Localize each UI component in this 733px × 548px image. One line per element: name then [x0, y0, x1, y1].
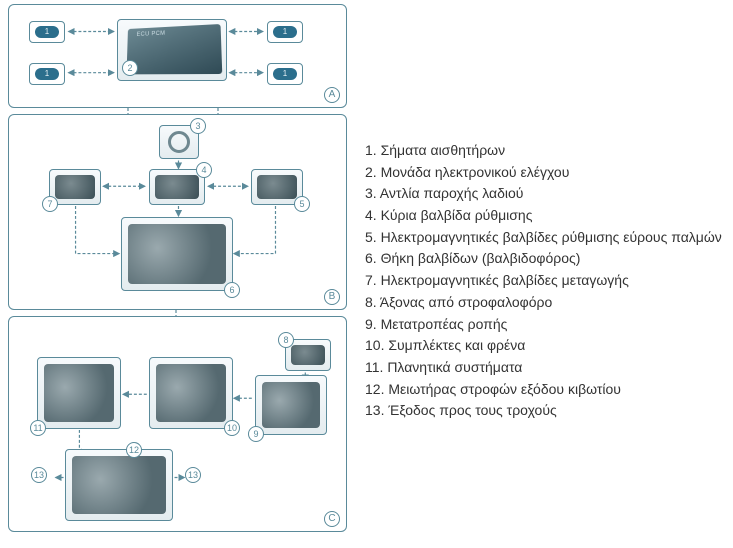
- main-valve-badge: 4: [196, 162, 212, 178]
- panel-b: B 3 4 5: [8, 114, 347, 310]
- legend-item: 2. Μονάδα ηλεκτρονικού ελέγχου: [365, 162, 723, 184]
- clutches-icon: [156, 364, 226, 422]
- sensor-badge: 1: [35, 68, 59, 80]
- sensor-box: 1: [267, 63, 303, 85]
- panel-c: C 8 9 10 11: [8, 316, 347, 532]
- ecu-top-label: ECU PCM: [137, 31, 166, 38]
- legend-item: 10. Συμπλέκτες και φρένα: [365, 335, 723, 357]
- torque-converter-icon: [262, 382, 320, 428]
- legend-item: 12. Μειωτήρας στροφών εξόδου κιβωτίου: [365, 379, 723, 401]
- main-valve-icon: [155, 175, 199, 199]
- legend-item: 1. Σήματα αισθητήρων: [365, 140, 723, 162]
- sensor-box: 1: [267, 21, 303, 43]
- sensor-badge: 1: [273, 26, 297, 38]
- clutches-badge: 10: [224, 420, 240, 436]
- panel-a-label: A: [324, 87, 340, 103]
- legend-item: 8. Άξονας από στροφαλοφόρο: [365, 292, 723, 314]
- legend-item: 5. Ηλεκτρομαγνητικές βαλβίδες ρύθμισης ε…: [365, 227, 723, 249]
- legend-item: 7. Ηλεκτρομαγνητικές βαλβίδες μεταγωγής: [365, 270, 723, 292]
- planetary-icon: [44, 364, 114, 422]
- oil-pump-badge: 3: [190, 118, 206, 134]
- legend-item: 13. Έξοδος προς τους τροχούς: [365, 400, 723, 422]
- output-left-badge: 13: [31, 467, 47, 483]
- valve-body-badge: 6: [224, 282, 240, 298]
- reducer-icon: [72, 456, 166, 514]
- legend: 1. Σήματα αισθητήρων 2. Μονάδα ηλεκτρονι…: [355, 0, 733, 548]
- oil-pump-icon: [168, 131, 190, 153]
- legend-item: 11. Πλανητικά συστήματα: [365, 357, 723, 379]
- reducer-box: 12: [65, 449, 173, 521]
- ecu-badge: 2: [122, 60, 138, 76]
- legend-item: 4. Κύρια βαλβίδα ρύθμισης: [365, 205, 723, 227]
- crank-in-badge: 8: [278, 332, 294, 348]
- pwm-solenoid-badge: 5: [294, 196, 310, 212]
- panel-a: A 1 1: [8, 4, 347, 108]
- sensor-badge: 1: [35, 26, 59, 38]
- planetary-badge: 11: [30, 420, 46, 436]
- torque-converter-badge: 9: [248, 426, 264, 442]
- valve-body-box: 6: [121, 217, 233, 291]
- clutches-box: 10: [149, 357, 233, 429]
- sensor-badge: 1: [273, 68, 297, 80]
- ecu-box: ECU PCM 2: [117, 19, 227, 81]
- pwm-solenoid-box: 5: [251, 169, 303, 205]
- output-right-badge: 13: [185, 467, 201, 483]
- crank-in-icon: [291, 345, 325, 365]
- panel-b-label: B: [324, 289, 340, 305]
- legend-item: 6. Θήκη βαλβίδων (βαλβιδοφόρος): [365, 248, 723, 270]
- panel-c-label: C: [324, 511, 340, 527]
- sensor-box: 1: [29, 63, 65, 85]
- planetary-box: 11: [37, 357, 121, 429]
- shift-solenoid-badge: 7: [42, 196, 58, 212]
- valve-body-icon: [128, 224, 226, 284]
- shift-solenoid-icon: [55, 175, 95, 199]
- sensor-box: 1: [29, 21, 65, 43]
- legend-item: 3. Αντλία παροχής λαδιού: [365, 183, 723, 205]
- diagram-column: A 1 1: [0, 0, 355, 548]
- reducer-badge: 12: [126, 442, 142, 458]
- legend-item: 9. Μετατροπέας ροπής: [365, 314, 723, 336]
- oil-pump-box: 3: [159, 125, 199, 159]
- main-valve-box: 4: [149, 169, 205, 205]
- pwm-solenoid-icon: [257, 175, 297, 199]
- torque-converter-box: 9: [255, 375, 327, 435]
- ecu-body: ECU PCM: [127, 24, 223, 74]
- root: A 1 1: [0, 0, 733, 548]
- crank-in-box: 8: [285, 339, 331, 371]
- shift-solenoid-box: 7: [49, 169, 101, 205]
